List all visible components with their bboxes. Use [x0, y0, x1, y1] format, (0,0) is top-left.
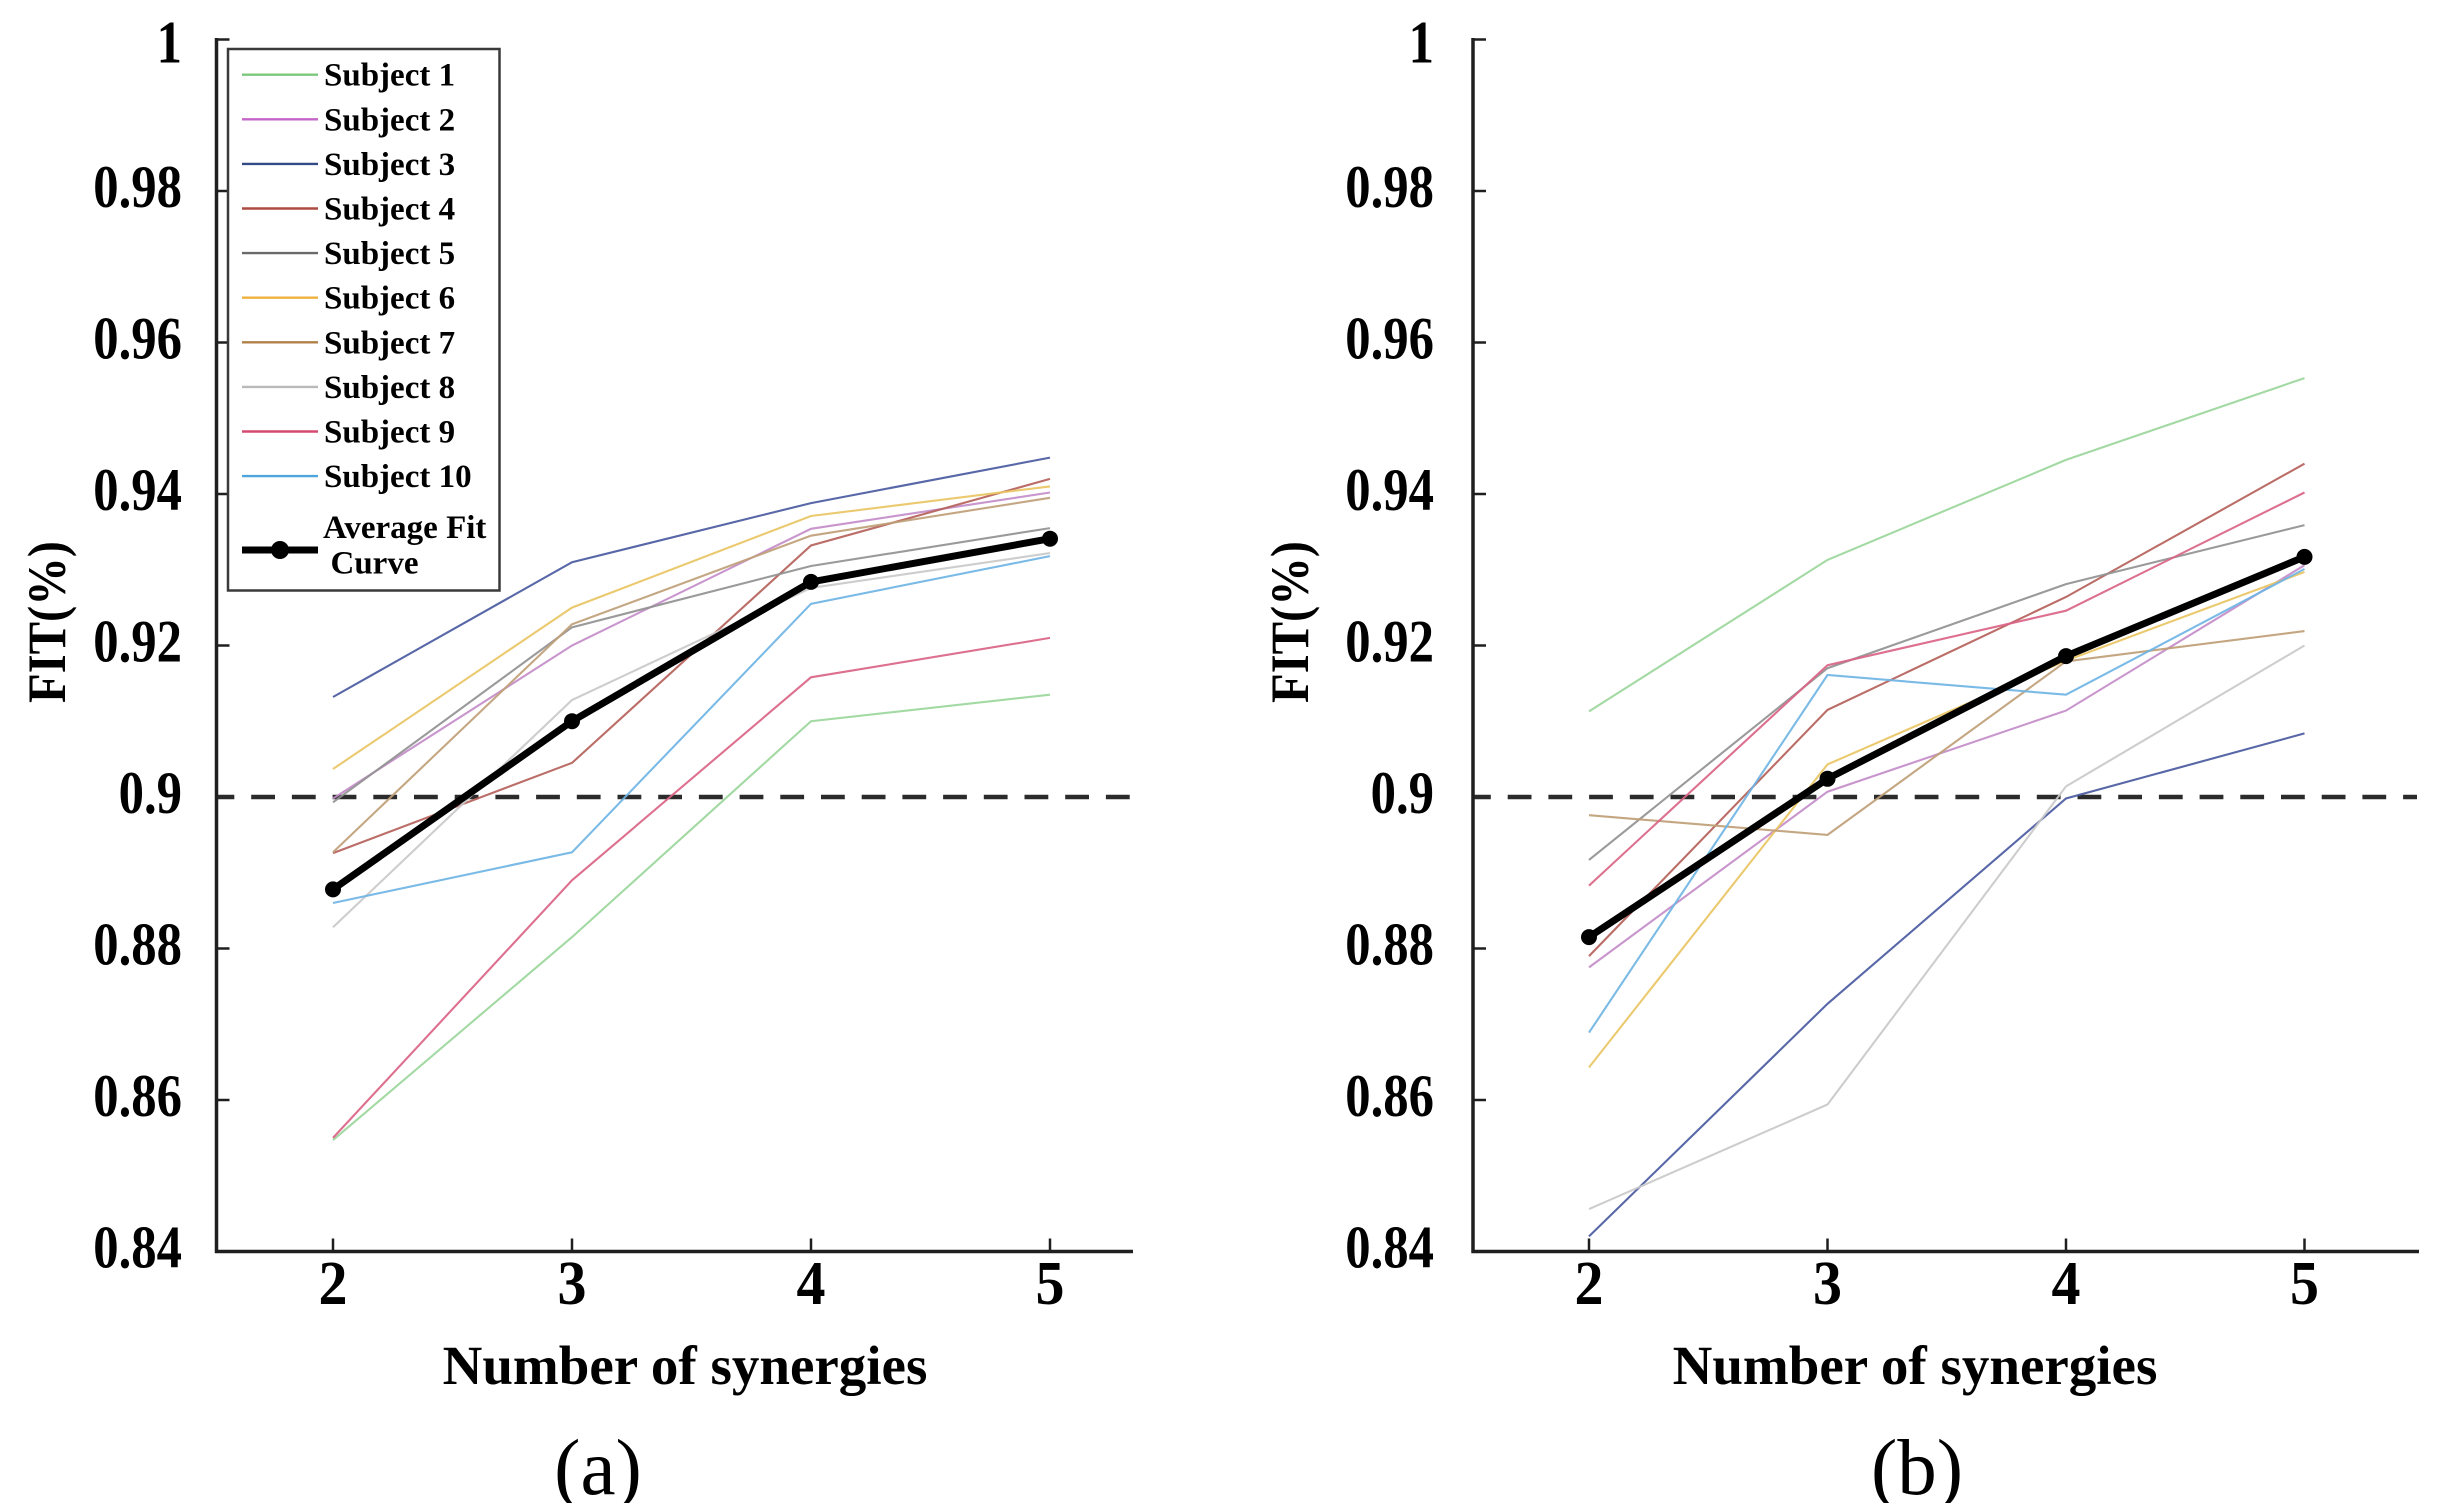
svg-text:0.86: 0.86 — [1345, 1064, 1434, 1130]
svg-text:Curve: Curve — [331, 546, 419, 582]
svg-text:FIT(%): FIT(%) — [18, 541, 78, 703]
svg-text:4: 4 — [797, 1249, 826, 1319]
svg-text:Subject 1: Subject 1 — [324, 58, 455, 94]
svg-text:0.94: 0.94 — [1345, 458, 1434, 524]
svg-text:0.84: 0.84 — [1345, 1216, 1434, 1282]
svg-text:FIT(%): FIT(%) — [1261, 541, 1321, 703]
svg-text:0.98: 0.98 — [93, 155, 182, 221]
svg-text:Subject 2: Subject 2 — [324, 102, 455, 138]
svg-text:0.86: 0.86 — [93, 1064, 182, 1130]
svg-text:Average Fit: Average Fit — [323, 510, 486, 546]
svg-text:0.88: 0.88 — [93, 913, 182, 979]
svg-text:0.9: 0.9 — [119, 761, 182, 827]
svg-text:0.92: 0.92 — [1345, 610, 1434, 676]
svg-text:0.98: 0.98 — [1345, 155, 1434, 221]
svg-text:1: 1 — [157, 11, 182, 77]
svg-text:0.96: 0.96 — [93, 307, 182, 373]
svg-text:0.9: 0.9 — [1371, 761, 1434, 827]
svg-text:Subject 8: Subject 8 — [324, 370, 455, 406]
svg-text:1: 1 — [1409, 11, 1434, 77]
svg-text:Subject 6: Subject 6 — [324, 281, 455, 317]
svg-text:Subject 3: Subject 3 — [324, 147, 455, 183]
svg-text:0.84: 0.84 — [93, 1216, 182, 1282]
svg-text:(a): (a) — [554, 1425, 642, 1503]
svg-text:Subject 4: Subject 4 — [324, 192, 455, 228]
svg-text:Subject 9: Subject 9 — [324, 415, 455, 451]
svg-text:0.88: 0.88 — [1345, 913, 1434, 979]
svg-text:5: 5 — [1036, 1249, 1065, 1319]
svg-text:5: 5 — [2290, 1249, 2319, 1319]
svg-text:2: 2 — [1575, 1249, 1604, 1319]
svg-text:Number of synergies: Number of synergies — [1673, 1335, 2158, 1396]
svg-text:3: 3 — [558, 1249, 587, 1319]
svg-text:Number of synergies: Number of synergies — [443, 1335, 928, 1396]
svg-text:4: 4 — [2052, 1249, 2081, 1319]
svg-text:Subject 7: Subject 7 — [324, 325, 455, 361]
svg-text:(b): (b) — [1871, 1425, 1963, 1503]
svg-text:Subject 5: Subject 5 — [324, 236, 455, 272]
svg-text:0.94: 0.94 — [93, 458, 182, 524]
svg-text:2: 2 — [319, 1249, 348, 1319]
svg-text:0.92: 0.92 — [93, 610, 182, 676]
svg-text:Subject 10: Subject 10 — [324, 459, 472, 495]
svg-text:0.96: 0.96 — [1345, 307, 1434, 373]
svg-text:3: 3 — [1813, 1249, 1842, 1319]
